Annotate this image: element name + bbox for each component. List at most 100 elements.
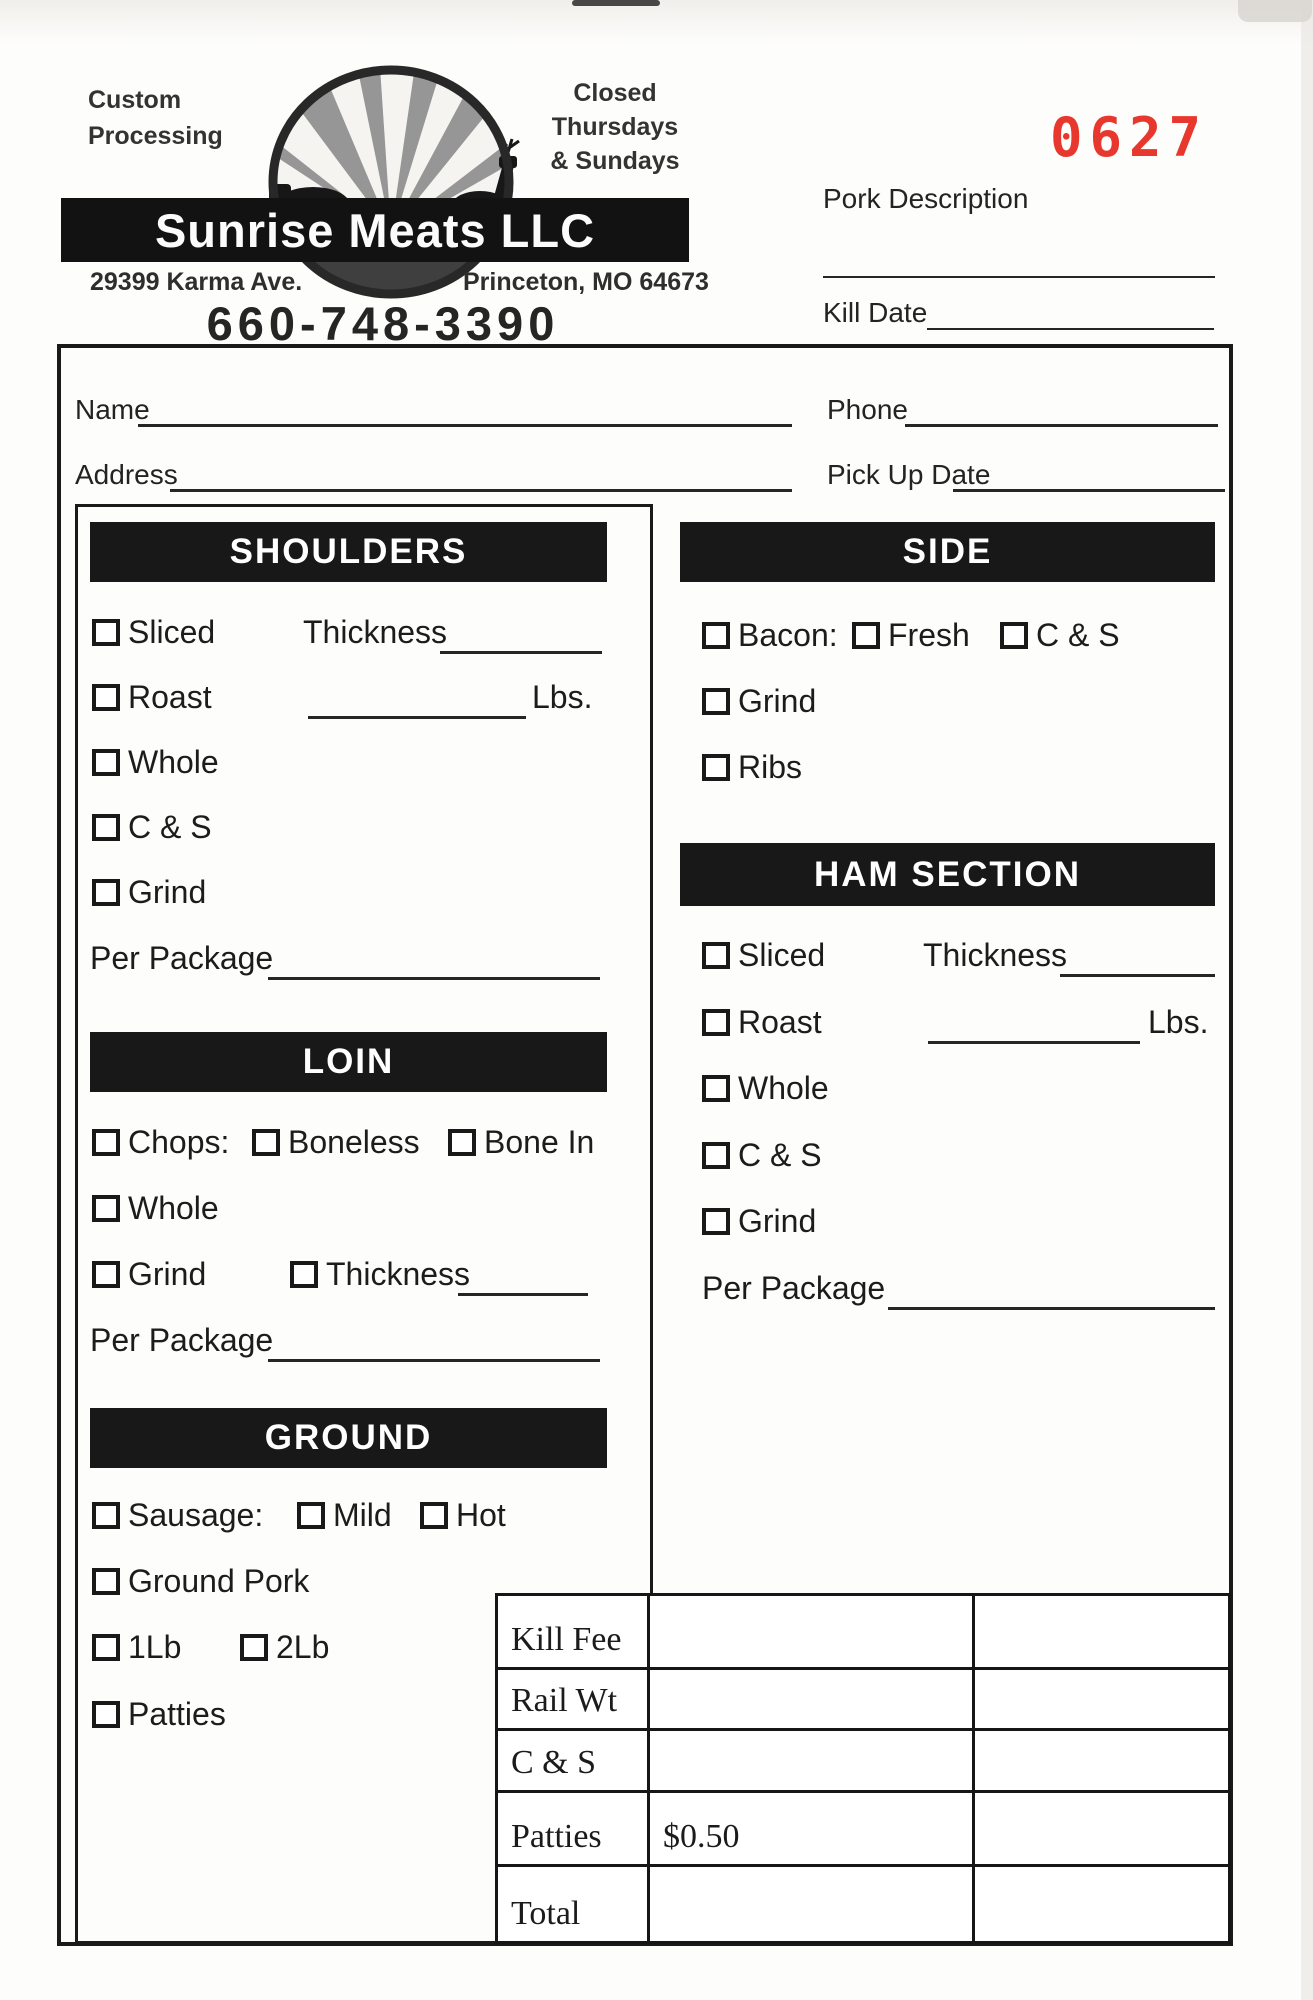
option-ground-mild: Mild <box>297 1495 392 1535</box>
checkbox-ham-sliced[interactable] <box>702 941 730 969</box>
label-shoulders-grind: Grind <box>128 873 207 910</box>
option-loin-bone-in: Bone In <box>448 1122 594 1162</box>
checkbox-ham-cs[interactable] <box>702 1141 730 1169</box>
phone-line[interactable] <box>905 394 1218 427</box>
form-number: 0627 <box>1050 106 1209 169</box>
checkbox-loin-thickness[interactable] <box>290 1260 318 1288</box>
loin-thickness-line[interactable] <box>458 1263 588 1296</box>
label-side-bacon: Bacon: <box>738 616 838 653</box>
checkbox-shoulders-whole[interactable] <box>92 748 120 776</box>
section-header-side: SIDE <box>680 522 1215 582</box>
option-ham-sliced: Sliced <box>702 935 825 975</box>
fees-extra-kill-fee[interactable] <box>975 1596 1228 1670</box>
address-line[interactable] <box>170 459 792 492</box>
label-shoulders-per-package: Per Package <box>90 939 274 976</box>
option-loin-thickness: Thickness <box>290 1254 470 1294</box>
option-ground-pork: Ground Pork <box>92 1561 309 1601</box>
checkbox-loin-bone-in[interactable] <box>448 1128 476 1156</box>
label-ham-per-package: Per Package <box>702 1269 886 1306</box>
checkbox-side-fresh[interactable] <box>852 621 880 649</box>
option-ham-grind: Grind <box>702 1201 816 1241</box>
pickup-date-line[interactable] <box>953 459 1225 492</box>
checkbox-ham-whole[interactable] <box>702 1074 730 1102</box>
checkbox-side-cs[interactable] <box>1000 621 1028 649</box>
checkbox-ham-roast[interactable] <box>702 1008 730 1036</box>
option-loin-chops: Chops: <box>92 1122 229 1162</box>
label-loin-chops: Chops: <box>128 1123 230 1160</box>
label-ground-patties: Patties <box>128 1695 226 1732</box>
shoulders-lbs-line[interactable] <box>308 686 526 719</box>
option-shoulders-whole: Whole <box>92 742 219 782</box>
checkbox-side-bacon[interactable] <box>702 621 730 649</box>
fees-extra-patties[interactable] <box>975 1793 1228 1867</box>
checkbox-ground-2lb[interactable] <box>240 1633 268 1661</box>
checkbox-ham-grind[interactable] <box>702 1207 730 1235</box>
label-ham-sliced: Sliced <box>738 936 826 973</box>
brand-banner <box>61 198 689 262</box>
checkbox-shoulders-sliced[interactable] <box>92 618 120 646</box>
sunrise-meats-logo: Sunrise Meats LLC <box>61 65 689 299</box>
section-header-ham: HAM SECTION <box>680 843 1215 906</box>
fees-extra-cs[interactable] <box>975 1731 1228 1793</box>
fees-extra-rail-wt[interactable] <box>975 1670 1228 1731</box>
closed-days-line1: Closed <box>573 79 657 107</box>
fees-value-total[interactable] <box>650 1867 975 1941</box>
fees-extra-total[interactable] <box>975 1867 1228 1941</box>
closed-days-line2: Thursdays <box>551 113 679 141</box>
label-side-fresh: Fresh <box>888 616 970 653</box>
name-line[interactable] <box>138 394 792 427</box>
ham-lbs-line[interactable] <box>928 1011 1140 1044</box>
checkbox-ground-patties[interactable] <box>92 1700 120 1728</box>
option-shoulders-sliced: Sliced <box>92 612 215 652</box>
address-label: Address <box>75 459 178 490</box>
fees-value-patties[interactable]: $0.50 <box>650 1793 975 1867</box>
label-ham-thickness: Thickness <box>923 936 1068 973</box>
label-side-grind: Grind <box>738 682 817 719</box>
pork-description-label: Pork Description <box>823 183 1029 214</box>
shoulders-thickness-line[interactable] <box>440 621 602 654</box>
custom-processing-line1: Custom <box>88 86 182 114</box>
checkbox-ground-hot[interactable] <box>420 1501 448 1529</box>
option-ham-whole: Whole <box>702 1068 829 1108</box>
checkbox-loin-boneless[interactable] <box>252 1128 280 1156</box>
scan-shadow-top <box>0 0 1313 44</box>
kill-date-line[interactable] <box>927 298 1214 330</box>
checkbox-loin-chops[interactable] <box>92 1128 120 1156</box>
checkbox-ground-1lb[interactable] <box>92 1633 120 1661</box>
ham-per-package-line[interactable] <box>888 1277 1215 1310</box>
checkbox-side-grind[interactable] <box>702 687 730 715</box>
checkbox-shoulders-roast[interactable] <box>92 683 120 711</box>
fees-value-cs[interactable] <box>650 1731 975 1793</box>
checkbox-side-ribs[interactable] <box>702 753 730 781</box>
option-shoulders-roast: Roast <box>92 677 212 717</box>
pork-description-line[interactable] <box>823 246 1215 278</box>
checkbox-ground-sausage[interactable] <box>92 1501 120 1529</box>
label-loin-per-package: Per Package <box>90 1321 274 1358</box>
fees-value-rail-wt[interactable] <box>650 1670 975 1731</box>
phone-label: Phone <box>827 394 908 425</box>
loin-per-package-line[interactable] <box>268 1329 600 1362</box>
checkbox-shoulders-grind[interactable] <box>92 878 120 906</box>
kill-date-label: Kill Date <box>823 297 928 328</box>
closed-days-text: Closed Thursdays & Sundays <box>536 76 694 178</box>
checkbox-ground-pork[interactable] <box>92 1567 120 1595</box>
option-ground-2lb: 2Lb <box>240 1627 329 1667</box>
fees-label-cs: C & S <box>498 1731 650 1793</box>
checkbox-loin-whole[interactable] <box>92 1194 120 1222</box>
checkbox-shoulders-cs[interactable] <box>92 813 120 841</box>
scan-artifact-mark <box>572 0 660 6</box>
shoulders-per-package-line[interactable] <box>268 947 600 980</box>
fees-label-kill-fee: Kill Fee <box>498 1596 650 1670</box>
checkbox-loin-grind[interactable] <box>92 1260 120 1288</box>
fees-value-kill-fee[interactable] <box>650 1596 975 1670</box>
label-ground-sausage: Sausage: <box>128 1496 264 1533</box>
section-header-loin: LOIN <box>90 1032 607 1092</box>
option-ground-patties: Patties <box>92 1694 226 1734</box>
label-loin-whole: Whole <box>128 1189 219 1226</box>
ham-thickness-line[interactable] <box>1060 944 1215 977</box>
checkbox-ground-mild[interactable] <box>297 1501 325 1529</box>
option-shoulders-grind: Grind <box>92 872 206 912</box>
street-address: 29399 Karma Ave. <box>90 268 303 296</box>
label-ham-lbs: Lbs. <box>1148 1003 1209 1040</box>
